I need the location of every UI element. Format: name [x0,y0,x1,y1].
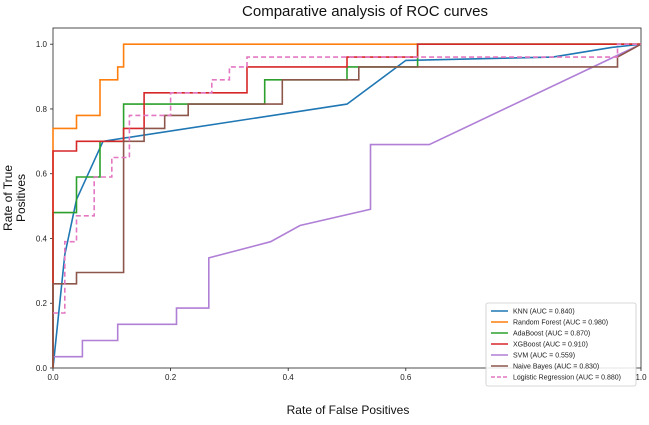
y-axis-label: Rate of True Positives [1,165,28,231]
plot-area: 0.00.20.40.60.81.00.00.20.40.60.81.0KNN … [36,27,647,387]
x-tick-label: 0.4 [283,373,295,382]
x-tick-label: 0.2 [165,373,177,382]
legend-box [485,302,637,387]
legend-entry-label: XGBoost (AUC = 0.910) [513,342,588,349]
x-tick-label: 0.0 [47,373,59,382]
chart-title: Comparative analysis of ROC curves [242,3,488,20]
legend-entry-label: KNN (AUC = 0.840) [513,309,575,316]
roc-line-1 [52,43,642,369]
legend-entry-label: Logistic Regression (AUC = 0.880) [513,375,621,382]
y-tick-label: 0.4 [36,234,48,243]
y-tick-label: 1.0 [36,40,48,49]
y-tick-label: 0.2 [36,299,48,308]
x-tick-label: 0.6 [400,373,412,382]
roc-line-7 [53,43,641,314]
y-tick-label: 0.8 [36,105,48,114]
legend: KNN (AUC = 0.840) Random Forest (AUC = 0.… [485,302,637,387]
y-axis-label-line-2: Positives [14,174,28,222]
roc-line-2 [52,43,641,368]
x-tick-label: 1.0 [635,373,647,382]
legend-entry-label: SVM (AUC = 0.559) [513,353,575,360]
x-axis-label: Rate of False Positives [287,403,410,417]
roc-line-6 [52,43,642,368]
legend-entry-label: Naive Bayes (AUC = 0.830) [513,364,599,371]
y-axis-label-line-1: Rate of True [1,165,15,231]
legend-entry-label: Random Forest (AUC = 0.980) [513,320,608,327]
y-tick-label: 0.6 [36,170,48,179]
legend-entry-label: AdaBoost (AUC = 0.870) [513,331,590,338]
y-tick-label: 0.0 [36,364,48,373]
roc-line-5 [53,43,642,358]
